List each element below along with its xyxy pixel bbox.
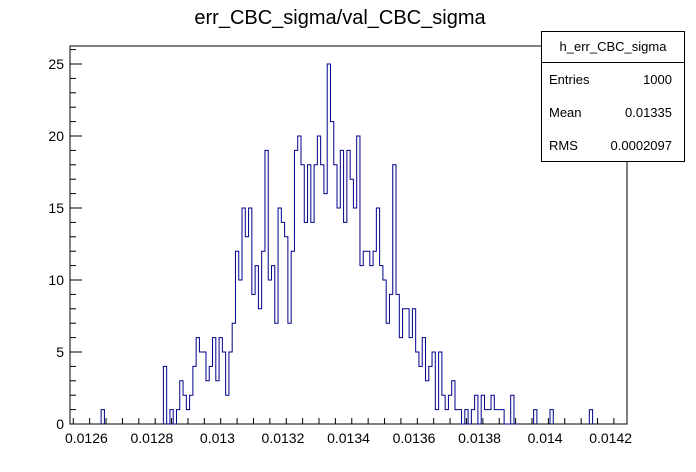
histogram-bin	[216, 381, 219, 424]
histogram-bin	[350, 179, 353, 424]
histogram-bin	[281, 222, 284, 424]
stats-value-rms: 0.0002097	[610, 138, 672, 153]
histogram-bin	[337, 208, 340, 424]
histogram-bin	[268, 280, 271, 424]
y-tick-label: 20	[48, 128, 64, 144]
histogram-outline	[100, 63, 594, 425]
stats-key-mean: Mean	[549, 105, 582, 120]
x-tick-label: 0.0126	[65, 430, 108, 446]
stats-value-mean: 0.01335	[625, 105, 672, 120]
histogram-bin	[360, 266, 363, 424]
y-axis: 0 5 10 15 20 25	[48, 49, 82, 432]
histogram-bin	[367, 251, 370, 424]
x-tick-label: 0.0134	[327, 430, 370, 446]
y-tick-label: 10	[48, 272, 64, 288]
histogram-bin	[321, 165, 324, 424]
stats-title: h_err_CBC_sigma	[542, 32, 684, 63]
stats-key-rms: RMS	[549, 138, 578, 153]
histogram-bin	[494, 410, 497, 424]
histogram-bin	[288, 323, 291, 424]
y-tick-label: 5	[56, 344, 64, 360]
x-tick-label: 0.0136	[393, 430, 436, 446]
y-tick-label: 0	[56, 416, 64, 432]
histogram-bin	[199, 352, 202, 424]
histogram-bin	[226, 395, 229, 424]
histogram-bin	[239, 280, 242, 424]
histogram-bin	[324, 194, 327, 424]
histogram-bin	[399, 338, 402, 424]
histogram-bins	[101, 64, 592, 424]
histogram-bin	[380, 266, 383, 424]
histogram-bin	[373, 251, 376, 424]
histogram-bin	[311, 222, 314, 424]
histogram-bin	[370, 266, 373, 424]
stats-row-entries: Entries 1000	[542, 63, 684, 96]
stats-key-entries: Entries	[549, 72, 590, 87]
x-tick-label: 0.014	[528, 430, 563, 446]
stats-row-mean: Mean 0.01335	[542, 96, 684, 129]
chart-title: err_CBC_sigma/val_CBC_sigma	[194, 7, 486, 29]
histogram-bin	[298, 136, 301, 424]
histogram-bin	[488, 410, 491, 424]
stats-value-entries: 1000	[643, 72, 672, 87]
histogram-bin	[353, 208, 356, 424]
histogram-bin	[206, 381, 209, 424]
histogram-bin	[258, 309, 261, 424]
x-tick-label: 0.0132	[262, 430, 305, 446]
y-tick-label: 25	[48, 56, 64, 72]
histogram-bin	[304, 222, 307, 424]
histogram-bin	[445, 410, 448, 424]
histogram-bin	[455, 410, 458, 424]
histogram-bin	[409, 338, 412, 424]
histogram-bin	[330, 122, 333, 424]
plot-frame	[69, 45, 628, 425]
histogram-bin	[245, 237, 248, 424]
histogram-bin	[419, 366, 422, 424]
histogram-bin	[425, 381, 428, 424]
x-tick-label: 0.0142	[589, 430, 632, 446]
stats-box: h_err_CBC_sigma Entries 1000 Mean 0.0133…	[541, 31, 685, 162]
y-tick-label: 15	[48, 200, 64, 216]
x-tick-label: 0.0128	[130, 430, 173, 446]
histogram-bin	[386, 323, 389, 424]
x-tick-label: 0.0138	[458, 430, 501, 446]
stats-row-rms: RMS 0.0002097	[542, 129, 684, 162]
histogram-bin	[344, 222, 347, 424]
histogram-bin	[275, 323, 278, 424]
histogram-bin	[252, 294, 255, 424]
histogram-bin	[363, 251, 366, 424]
x-tick-label: 0.013	[200, 430, 235, 446]
x-axis: 0.0126 0.0128 0.013 0.0132 0.0134 0.0136 0.013…	[65, 418, 632, 446]
histogram-bin	[484, 410, 487, 424]
histogram-bin	[435, 410, 438, 424]
histogram-bin	[317, 136, 320, 424]
